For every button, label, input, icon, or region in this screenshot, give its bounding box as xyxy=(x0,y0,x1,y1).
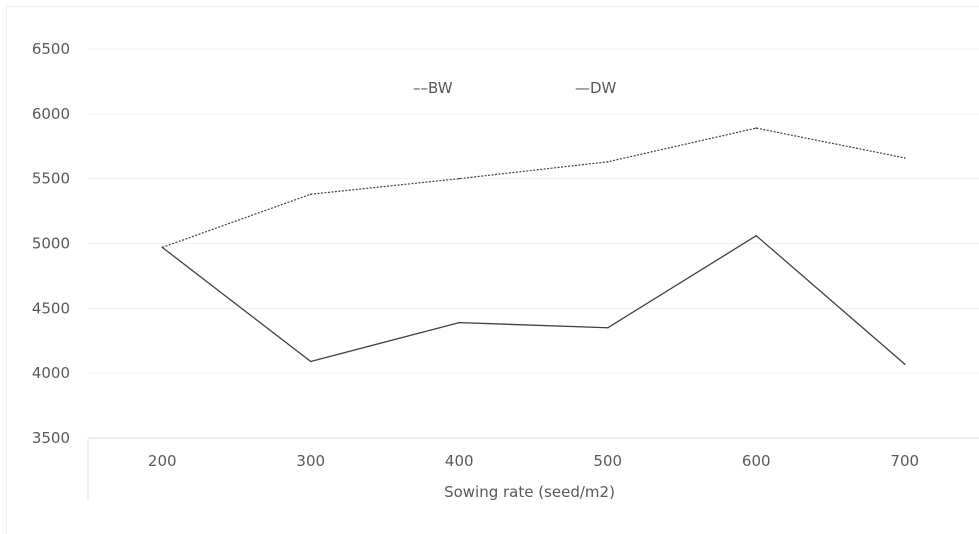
x-axis-title: Sowing rate (seed/m2) xyxy=(444,483,615,501)
chart-frame-left xyxy=(6,6,7,534)
data-point-DW-200 xyxy=(161,246,164,249)
data-point-DW-400 xyxy=(458,321,461,324)
chart-frame-top xyxy=(6,6,979,7)
data-point-DW-700 xyxy=(903,363,906,365)
y-tick-label-6000: 6000 xyxy=(32,105,70,123)
data-point-DW-600 xyxy=(755,234,758,237)
y-tick-label-6500: 6500 xyxy=(32,40,70,58)
data-point-BW-500 xyxy=(606,161,609,163)
data-point-BW-600 xyxy=(755,127,758,129)
legend-item-DW: —DW xyxy=(575,79,617,97)
y-tick-label-4500: 4500 xyxy=(32,299,70,317)
series-line-DW xyxy=(161,235,906,365)
legend-item-BW: ––BW xyxy=(413,79,453,97)
data-point-DW-300 xyxy=(309,360,312,363)
x-tick-label-700: 700 xyxy=(890,452,919,470)
y-tick-label-3500: 3500 xyxy=(32,429,70,447)
data-point-BW-700 xyxy=(903,157,906,159)
y-tick-label-5500: 5500 xyxy=(32,170,70,188)
x-tick-label-600: 600 xyxy=(742,452,771,470)
data-point-BW-300 xyxy=(309,193,312,196)
y-tick-label-5000: 5000 xyxy=(32,235,70,253)
x-tick-label-500: 500 xyxy=(593,452,622,470)
y-tick-label-4000: 4000 xyxy=(32,364,70,382)
x-tick-label-200: 200 xyxy=(148,452,177,470)
data-point-BW-400 xyxy=(458,177,461,180)
x-tick-label-300: 300 xyxy=(296,452,325,470)
series-line-BW xyxy=(162,127,905,248)
x-tick-label-400: 400 xyxy=(445,452,474,470)
data-point-DW-500 xyxy=(606,326,609,329)
